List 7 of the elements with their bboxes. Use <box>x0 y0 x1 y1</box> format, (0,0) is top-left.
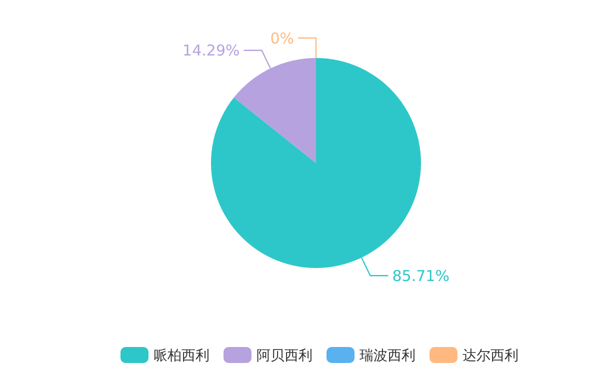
legend-label: 哌柏西利 <box>154 348 210 364</box>
legend-label: 达尔西利 <box>462 348 518 364</box>
text: 0% <box>270 29 294 48</box>
data-label: 14.29% <box>182 42 240 60</box>
data-label: 85.71% <box>392 266 450 285</box>
legend-label: 瑞波西利 <box>360 348 416 364</box>
legend-label: 阿贝西利 <box>256 348 312 364</box>
